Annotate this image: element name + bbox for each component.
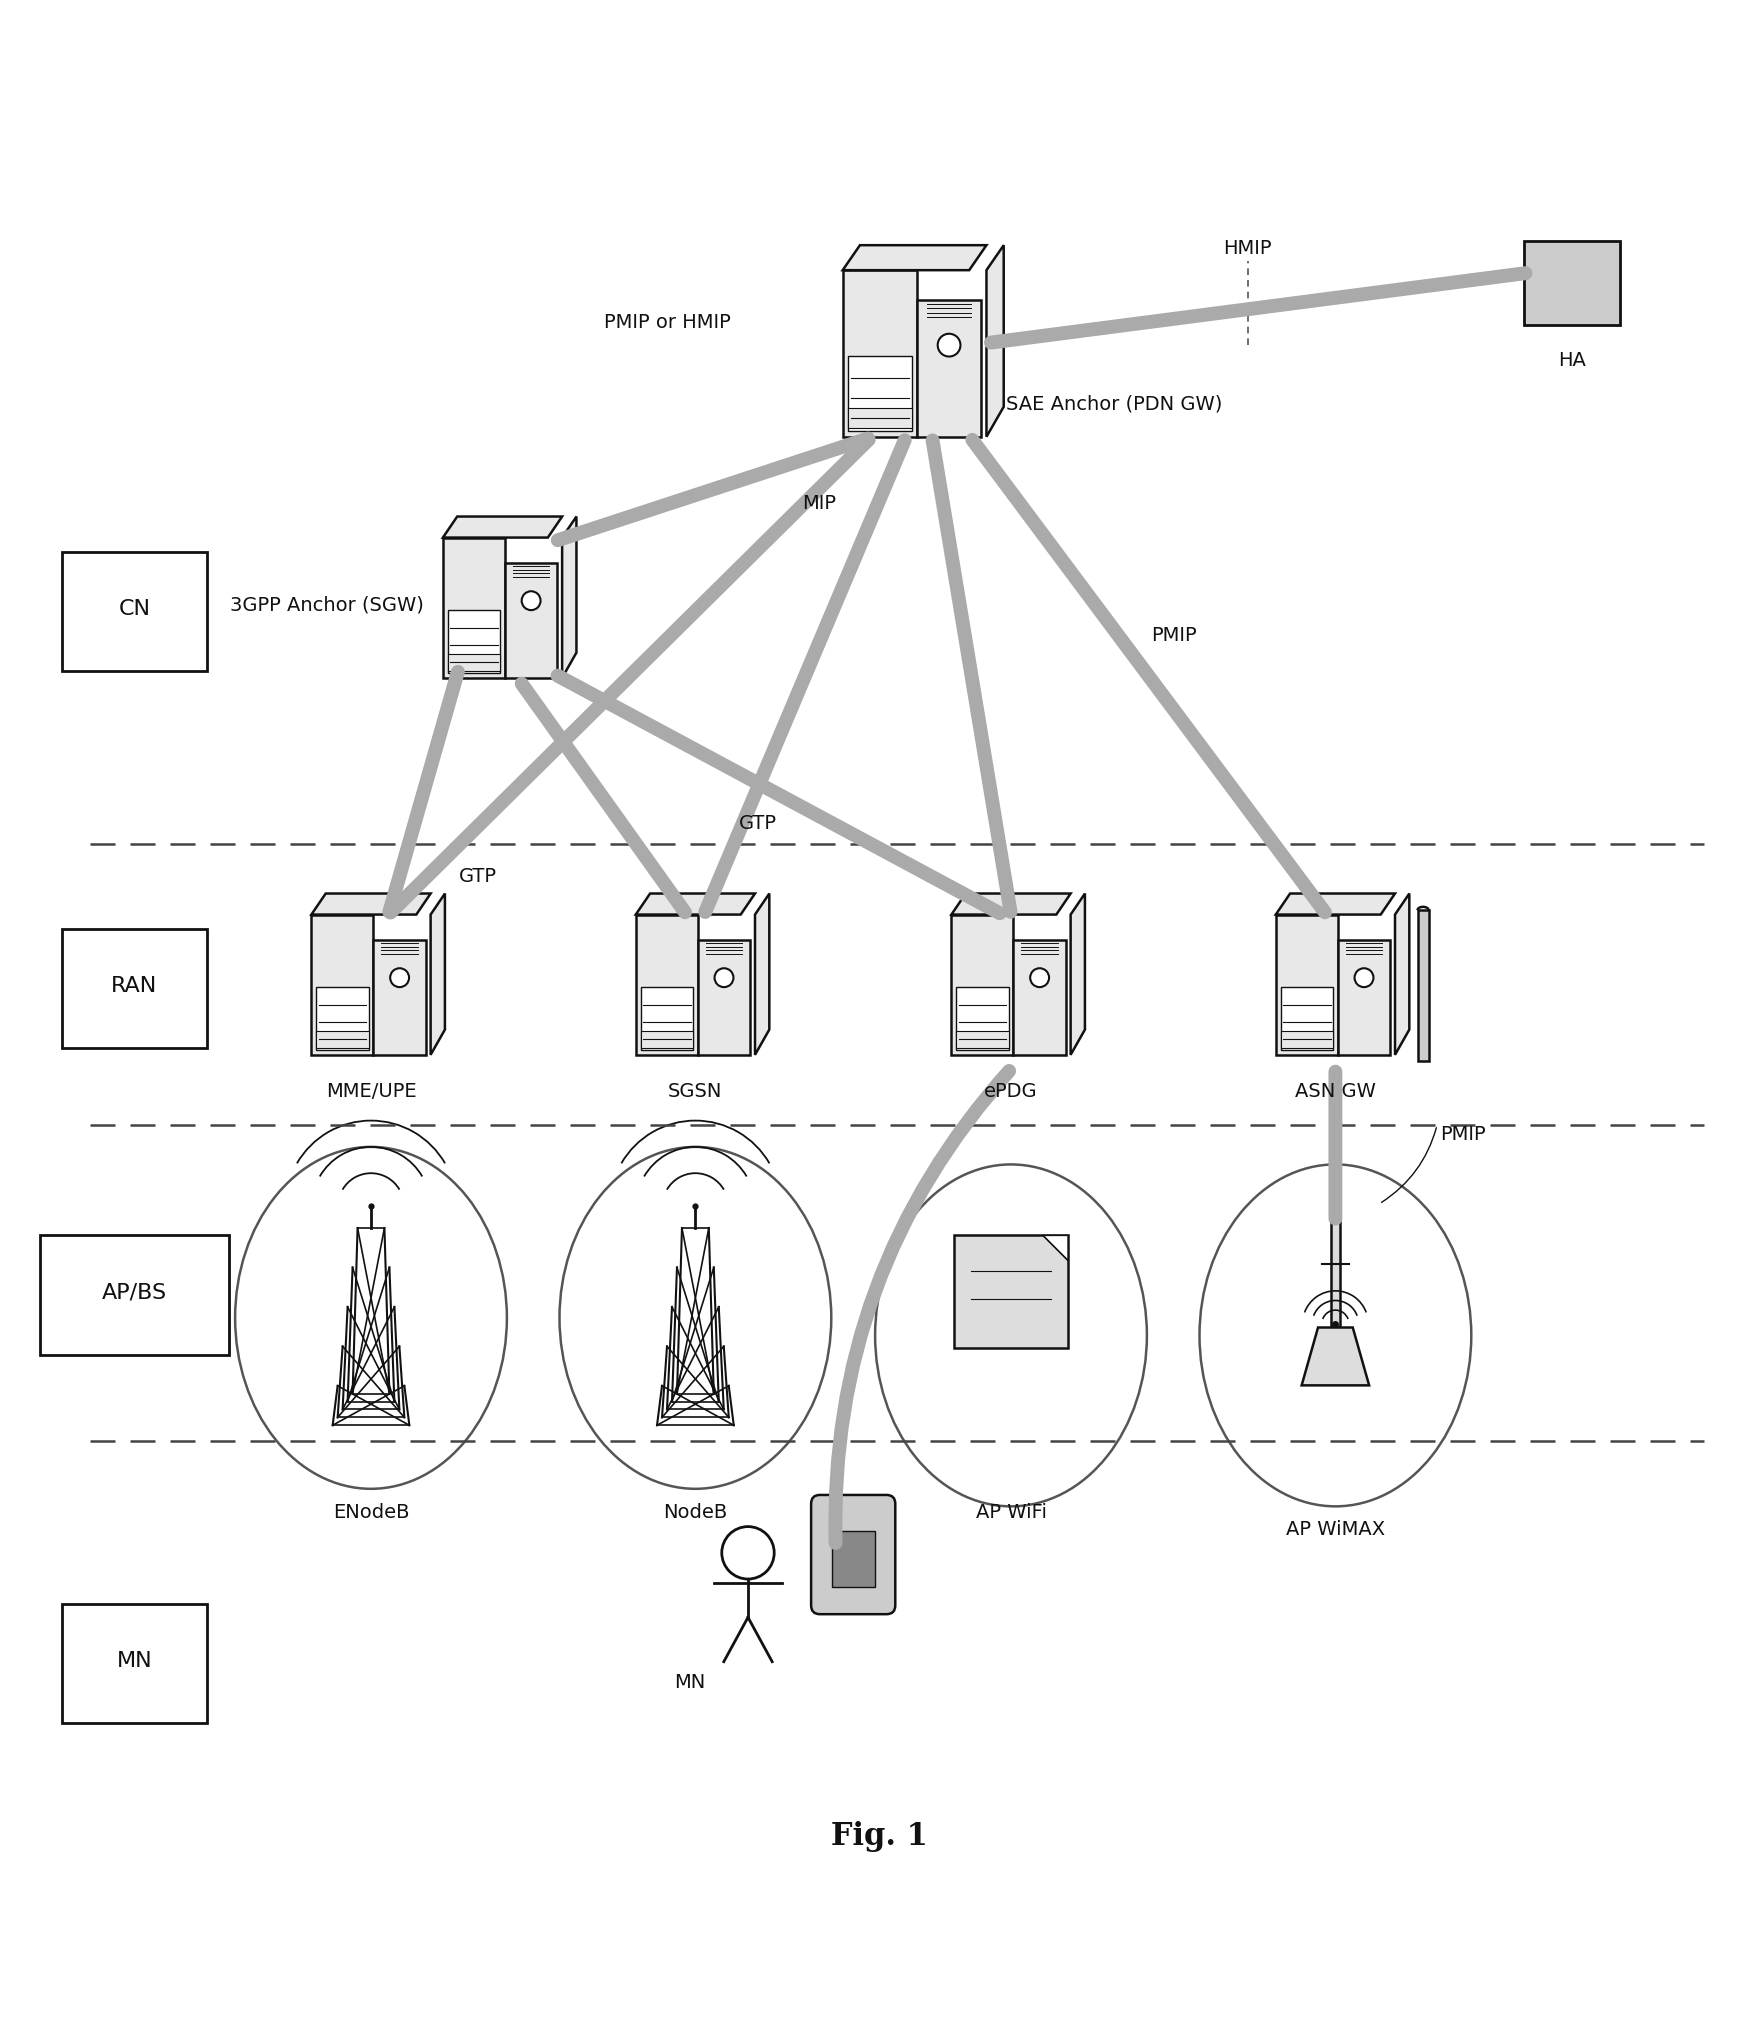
FancyBboxPatch shape — [317, 987, 369, 1050]
FancyBboxPatch shape — [952, 914, 1013, 1056]
Polygon shape — [431, 894, 445, 1056]
FancyBboxPatch shape — [505, 564, 558, 678]
FancyBboxPatch shape — [311, 914, 373, 1056]
Text: PMIP: PMIP — [1152, 625, 1196, 643]
Text: MN: MN — [674, 1673, 705, 1691]
Ellipse shape — [876, 1165, 1147, 1507]
Ellipse shape — [1200, 1165, 1471, 1507]
FancyBboxPatch shape — [635, 914, 698, 1056]
Text: RAN: RAN — [111, 975, 157, 995]
Circle shape — [1031, 969, 1048, 987]
Text: PMIP or HMIP: PMIP or HMIP — [603, 314, 730, 332]
Text: ASN GW: ASN GW — [1295, 1082, 1376, 1101]
Text: NodeB: NodeB — [663, 1503, 728, 1521]
Polygon shape — [1395, 894, 1409, 1056]
FancyBboxPatch shape — [1339, 941, 1390, 1056]
Polygon shape — [952, 894, 1071, 914]
Text: MN: MN — [116, 1651, 151, 1669]
Text: SAE Anchor (PDN GW): SAE Anchor (PDN GW) — [1006, 394, 1223, 413]
Ellipse shape — [559, 1147, 832, 1489]
FancyBboxPatch shape — [447, 611, 500, 674]
FancyBboxPatch shape — [918, 301, 982, 437]
FancyBboxPatch shape — [62, 929, 208, 1048]
Text: GTP: GTP — [739, 813, 777, 833]
FancyBboxPatch shape — [957, 1032, 1008, 1048]
Circle shape — [522, 593, 540, 611]
Polygon shape — [443, 518, 563, 538]
Circle shape — [714, 969, 734, 987]
FancyBboxPatch shape — [811, 1495, 895, 1614]
Text: Fig. 1: Fig. 1 — [830, 1821, 929, 1851]
Polygon shape — [563, 518, 577, 678]
Text: MME/UPE: MME/UPE — [325, 1082, 417, 1101]
Text: GTP: GTP — [459, 868, 496, 886]
FancyBboxPatch shape — [1013, 941, 1066, 1056]
Text: MIP: MIP — [802, 494, 836, 512]
FancyBboxPatch shape — [1281, 1032, 1333, 1048]
Text: HA: HA — [1558, 350, 1587, 370]
Polygon shape — [755, 894, 769, 1056]
Text: SGSN: SGSN — [668, 1082, 723, 1101]
FancyBboxPatch shape — [832, 1531, 874, 1588]
FancyBboxPatch shape — [443, 538, 505, 678]
FancyBboxPatch shape — [62, 1604, 208, 1724]
Text: AP WiMAX: AP WiMAX — [1286, 1519, 1384, 1540]
Text: HMIP: HMIP — [1224, 239, 1272, 257]
FancyBboxPatch shape — [848, 356, 911, 431]
FancyBboxPatch shape — [447, 655, 500, 672]
Circle shape — [938, 334, 960, 358]
FancyBboxPatch shape — [1275, 914, 1339, 1056]
Polygon shape — [1043, 1236, 1068, 1260]
Polygon shape — [1275, 894, 1395, 914]
Text: AP/BS: AP/BS — [102, 1283, 167, 1303]
FancyBboxPatch shape — [698, 941, 751, 1056]
Circle shape — [390, 969, 410, 987]
Text: 3GPP Anchor (SGW): 3GPP Anchor (SGW) — [230, 595, 424, 615]
FancyBboxPatch shape — [1523, 243, 1620, 326]
Text: ENodeB: ENodeB — [332, 1503, 410, 1521]
FancyBboxPatch shape — [62, 552, 208, 672]
FancyBboxPatch shape — [640, 987, 693, 1050]
Polygon shape — [1071, 894, 1085, 1056]
FancyBboxPatch shape — [843, 271, 918, 437]
Polygon shape — [311, 894, 431, 914]
Polygon shape — [635, 894, 755, 914]
FancyBboxPatch shape — [373, 941, 426, 1056]
FancyBboxPatch shape — [40, 1236, 229, 1355]
Polygon shape — [1302, 1327, 1369, 1386]
FancyBboxPatch shape — [953, 1236, 1068, 1347]
Polygon shape — [843, 247, 987, 271]
Text: PMIP: PMIP — [1441, 1125, 1486, 1143]
Bar — [1418, 910, 1428, 1062]
Polygon shape — [987, 247, 1004, 437]
Bar — [1330, 1188, 1340, 1327]
Circle shape — [1354, 969, 1374, 987]
FancyBboxPatch shape — [640, 1032, 693, 1048]
Circle shape — [721, 1527, 774, 1580]
Text: AP WiFi: AP WiFi — [976, 1503, 1047, 1521]
Ellipse shape — [236, 1147, 507, 1489]
FancyBboxPatch shape — [848, 409, 911, 429]
FancyBboxPatch shape — [1281, 987, 1333, 1050]
FancyBboxPatch shape — [317, 1032, 369, 1048]
Text: CN: CN — [118, 599, 150, 619]
Text: ePDG: ePDG — [985, 1082, 1038, 1101]
FancyBboxPatch shape — [957, 987, 1008, 1050]
